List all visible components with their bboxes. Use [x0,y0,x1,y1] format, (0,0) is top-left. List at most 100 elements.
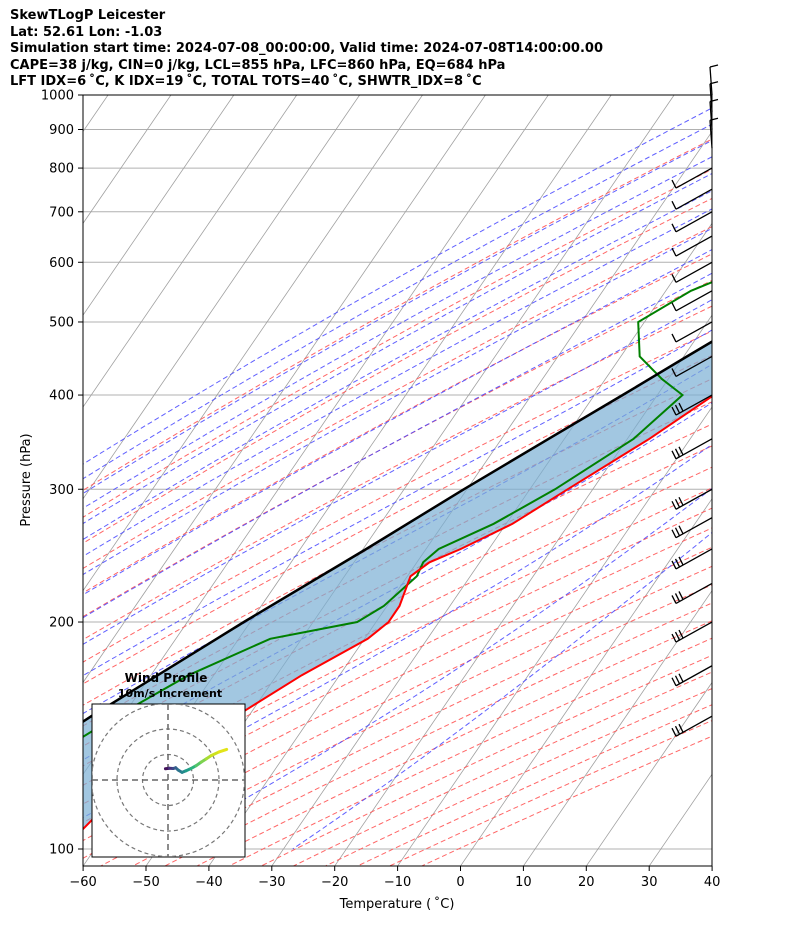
wind-barb [675,290,713,312]
moist-adiabat-line [83,190,712,541]
wind-barb-flag [678,591,684,600]
wind-barb-flag [678,629,684,639]
wind-barb [675,261,713,283]
x-tick-label: −40 [195,875,222,890]
wind-barb-flag [671,247,677,257]
dry-adiabat-line [325,688,712,866]
y-tick-label: 300 [49,483,74,498]
moist-adiabat-line [83,329,712,677]
hodograph-inset: Wind Profile 10m/s increment [91,671,246,858]
location-line: Lat: 52.61 Lon: -1.03 [10,24,163,40]
isotherm-line [208,130,712,866]
moist-adiabat-line [156,487,712,850]
hodograph-title: Wind Profile [125,671,208,685]
wind-barb-flag [678,525,684,535]
wind-barb-flag [671,633,677,643]
parcel-line [83,340,712,724]
hodograph-subtitle: 10m/s increment [118,687,222,700]
wind-barb-flag [671,333,677,343]
x-tick-label: −20 [321,875,348,890]
y-tick-label: 900 [49,123,74,138]
wind-barb-flag [678,446,684,456]
isotherm-line [334,314,712,866]
y-tick-label: 100 [49,843,74,858]
wind-barb [675,394,713,416]
wind-barb [709,66,713,96]
y-tick-label: 600 [49,256,74,271]
dewpoint-line [83,281,712,739]
x-tick-label: 10 [515,875,532,890]
wind-barb-flag [671,595,677,604]
isotherm-line [711,865,712,866]
x-tick-label: 30 [641,875,658,890]
wind-barb-flag [671,450,677,460]
x-axis-label: Temperature ( ˚C) [339,896,455,912]
wind-barb-flag [678,496,684,506]
y-tick-label: 500 [49,315,74,330]
wind-barb-flag [678,723,684,733]
wind-barb-flag [671,677,677,687]
wind-barb [675,621,713,643]
wind-barb-flag [678,402,684,412]
wind-barb-flag [671,223,677,233]
wind-barb [709,83,713,112]
dry-adiabat-line [83,354,712,685]
wind-barb-flag [671,200,677,210]
wind-barb-flag [678,556,684,566]
wind-barb [675,715,713,737]
wind-barb [709,64,719,68]
wind-barb [709,120,713,149]
dry-adiabat-line [132,584,712,866]
wind-barb-flag [674,593,681,602]
moist-adiabat-line [83,172,712,525]
wind-barb [675,211,713,233]
wind-barb [675,517,713,539]
dry-adiabat-line [83,138,712,491]
wind-barb [675,321,713,343]
moist-adiabat-line [83,443,712,819]
x-tick-label: −50 [132,875,159,890]
dry-adiabat-line [83,197,712,544]
dry-adiabat-line [100,565,712,866]
moist-adiabat-line [83,299,712,645]
dry-adiabat-line [197,620,712,866]
wind-barb-flag [674,404,681,414]
moist-adiabat-line [83,227,712,576]
wind-barb [675,548,713,570]
indices-line-1: CAPE=38 j/kg, CIN=0 j/kg, LCL=855 hPa, L… [10,57,506,73]
moist-adiabat-line [83,156,712,509]
x-tick-label: 0 [456,875,464,890]
wind-barb [675,582,713,605]
moist-adiabat-line [83,107,712,465]
isotherm-line [83,95,424,592]
moist-adiabat-line [292,531,712,850]
isotherm-line [460,498,712,866]
wind-barb-flag [671,560,677,570]
wind-barb-flag [671,500,677,510]
moist-adiabat-line [83,208,712,557]
y-tick-label: 700 [49,205,74,220]
wind-barb-flag [674,631,681,641]
indices-line-2: LFT IDX=6 ˚C, K IDX=19 ˚C, TOTAL TOTS=40… [10,74,482,89]
isotherm-line [83,95,235,316]
hodograph-trace [217,747,229,754]
moist-adiabat-line [83,123,712,480]
wind-barb-flag [674,498,681,508]
isotherm-line [83,95,172,225]
y-tick-label: 400 [49,389,74,404]
x-tick-label: −60 [69,875,96,890]
wind-barb-flag [671,368,677,377]
x-tick-label: 20 [578,875,595,890]
dry-adiabat-line [261,654,712,866]
dry-adiabat-line [229,637,712,866]
wind-barb [675,438,713,460]
wind-barb [675,235,713,257]
time-line: Simulation start time: 2024-07-08_00:00:… [10,41,603,56]
wind-barb-flag [674,675,681,685]
wind-barb [675,188,713,210]
wind-barb-flag [674,448,681,458]
isotherm-line [775,76,794,866]
isotherm-line [523,589,712,866]
isotherm-line [83,95,298,408]
